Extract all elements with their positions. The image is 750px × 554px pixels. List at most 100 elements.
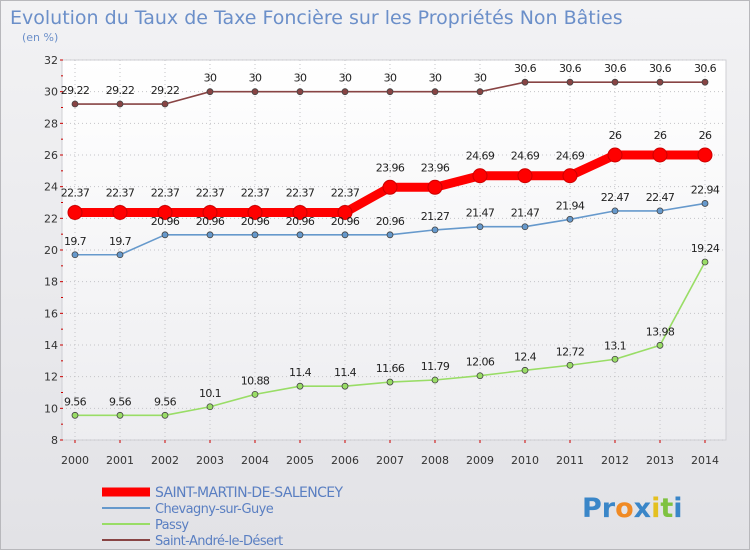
series-2-point xyxy=(476,372,484,380)
y-axis-label: (en %) xyxy=(22,31,58,44)
series-3-point xyxy=(341,88,349,96)
x-tick-label: 2013 xyxy=(646,454,674,467)
x-tick-label: 2000 xyxy=(61,454,89,467)
data-label: 19.7 xyxy=(109,235,132,248)
data-label: 20.96 xyxy=(376,215,405,228)
data-label: 20.96 xyxy=(331,215,360,228)
y-tick-label: 30 xyxy=(44,86,58,99)
y-tick-label: 18 xyxy=(44,276,58,289)
data-label: 11.4 xyxy=(334,366,357,379)
series-3-point xyxy=(701,78,709,86)
series-2-point xyxy=(116,411,124,419)
data-label: 19.24 xyxy=(691,242,720,255)
series-3-point xyxy=(476,88,484,96)
series-2-point xyxy=(386,378,394,386)
x-tick-label: 2001 xyxy=(106,454,134,467)
data-label: 30 xyxy=(249,72,262,85)
series-1-point xyxy=(341,231,349,239)
data-label: 23.96 xyxy=(376,161,405,174)
data-label: 26 xyxy=(699,129,712,142)
series-0-point xyxy=(562,168,578,184)
chart-title: Evolution du Taux de Taxe Foncière sur l… xyxy=(10,7,623,29)
proxiti-logo: Proxiti xyxy=(582,493,683,524)
data-label: 26 xyxy=(654,129,667,142)
legend-label-2: Passy xyxy=(155,518,189,533)
series-0-point xyxy=(427,179,443,195)
y-tick-label: 14 xyxy=(44,339,58,352)
data-label: 10.1 xyxy=(199,387,221,400)
data-label: 11.79 xyxy=(421,360,450,373)
series-0-point xyxy=(472,168,488,184)
data-label: 30.6 xyxy=(514,62,537,75)
y-tick-label: 24 xyxy=(44,181,58,194)
data-label: 22.37 xyxy=(286,186,315,199)
axes: 8 10 12 14 16 18 20 22 24 26 28 30 32 2000 2001 2002 200… xyxy=(44,54,719,467)
series-0-point xyxy=(202,204,218,220)
data-label: 22.47 xyxy=(601,191,630,204)
legend-label-0: SAINT-MARTIN-DE-SALENCEY xyxy=(155,485,344,501)
series-0-point xyxy=(112,204,128,220)
y-tick-label: 32 xyxy=(44,54,58,67)
data-label: 24.69 xyxy=(466,150,495,163)
data-label: 30.6 xyxy=(694,62,717,75)
series-2-point xyxy=(251,390,259,398)
data-label: 11.66 xyxy=(376,362,405,375)
data-label: 11.4 xyxy=(289,366,312,379)
series-1-point xyxy=(611,207,619,215)
series-2-point xyxy=(71,411,79,419)
legend-label-1: Chevagny-sur-Guye xyxy=(155,502,274,517)
series-2-point xyxy=(701,258,709,266)
data-label: 30.6 xyxy=(604,62,627,75)
series-0-point xyxy=(517,168,533,184)
series-2-point xyxy=(431,376,439,384)
series-1-point xyxy=(71,251,79,259)
data-label: 29.22 xyxy=(151,84,180,97)
series-3-point xyxy=(656,78,664,86)
series-2-point xyxy=(161,411,169,419)
series-3-point xyxy=(296,88,304,96)
series-3-point xyxy=(611,78,619,86)
series-2-point xyxy=(566,361,574,369)
x-tick-label: 2007 xyxy=(376,454,404,467)
proxiti-logo-text: Proxiti xyxy=(582,493,683,524)
y-tick-label: 12 xyxy=(44,371,58,384)
series-3-point xyxy=(206,88,214,96)
data-label: 23.96 xyxy=(421,161,450,174)
data-label: 30 xyxy=(339,72,352,85)
series-3-point xyxy=(161,100,169,108)
data-label: 22.37 xyxy=(331,186,360,199)
series-3-point xyxy=(566,78,574,86)
data-label: 9.56 xyxy=(109,395,132,408)
series-3-point xyxy=(251,88,259,96)
data-label: 22.47 xyxy=(646,191,675,204)
data-label: 22.37 xyxy=(61,186,90,199)
series-0-point xyxy=(337,204,353,220)
x-tick-label: 2008 xyxy=(421,454,449,467)
x-tick-label: 2010 xyxy=(511,454,539,467)
series-0-point xyxy=(652,147,668,163)
series-1-point xyxy=(521,223,529,231)
data-label: 30 xyxy=(474,72,487,85)
y-tick-label: 26 xyxy=(44,149,58,162)
data-label: 9.56 xyxy=(64,395,87,408)
series-3-point xyxy=(521,78,529,86)
y-tick-label: 20 xyxy=(44,244,58,257)
data-label: 30 xyxy=(204,72,217,85)
data-label: 20.96 xyxy=(151,215,180,228)
series-0-point xyxy=(292,204,308,220)
series-2-point xyxy=(656,341,664,349)
series-3-point xyxy=(116,100,124,108)
x-tick-label: 2003 xyxy=(196,454,224,467)
series-3-point xyxy=(431,88,439,96)
data-label: 29.22 xyxy=(106,84,135,97)
series-2-point xyxy=(521,366,529,374)
series-1-point xyxy=(566,215,574,223)
series-0-point xyxy=(607,147,623,163)
data-label: 30 xyxy=(384,72,397,85)
data-label: 9.56 xyxy=(154,395,177,408)
series-1-point xyxy=(431,226,439,234)
data-label: 30.6 xyxy=(649,62,672,75)
series-1-point xyxy=(296,231,304,239)
series xyxy=(67,78,713,419)
series-3-point xyxy=(386,88,394,96)
